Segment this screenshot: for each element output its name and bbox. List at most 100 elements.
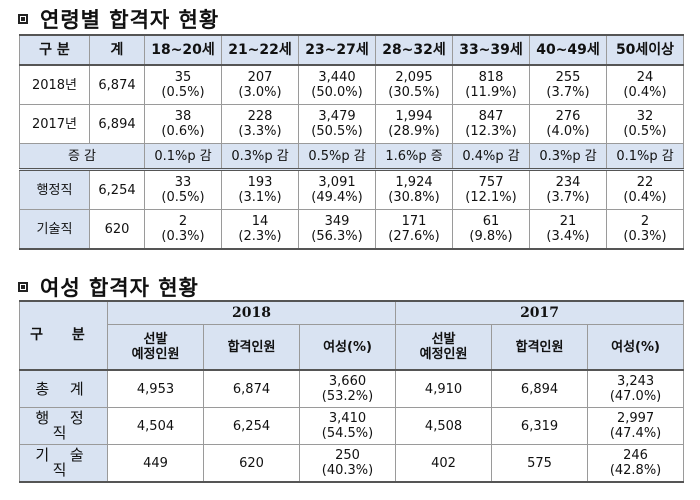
row-label: 행정직 [19, 168, 90, 210]
table-cell: 171 (27.6%) [375, 209, 453, 250]
table-row: 행 정 직 4,504 6,254 3,410 (54.5%) 4,508 6,… [19, 407, 685, 445]
women-table: 구 분 2018 2017 선발 예정인원 합격인원 여성(%) 선발 예정인원… [19, 300, 685, 483]
change-cell: 0.5%p 감 [298, 143, 376, 170]
change-cell: 0.1%p 감 [144, 143, 222, 170]
row-label: 2018년 [19, 64, 90, 105]
year-header-row: 구 분 2018 2017 [19, 300, 685, 371]
square-bullet-icon [18, 14, 28, 24]
table-cell: 2 (0.3%) [606, 209, 684, 250]
section-title-women: 여성 합격자 현황 [18, 272, 199, 302]
table-cell: 4,504 [107, 407, 204, 445]
table-cell: 193 (3.1%) [221, 168, 299, 210]
section-title-age: 연령별 합격자 현황 [18, 4, 219, 34]
row-label: 총 계 [19, 369, 108, 408]
table-cell: 847 (12.3%) [452, 104, 530, 144]
header-cell: 구 분 [19, 34, 90, 66]
section-title-text: 연령별 합격자 현황 [40, 8, 220, 32]
table-header-row: 구 분 계 18~20세 21~22세 23~27세 28~32세 33~39세… [19, 34, 684, 66]
table-cell: 38 (0.6%) [144, 104, 222, 144]
table-cell: 2 (0.3%) [144, 209, 222, 250]
table-row: 행정직 6,254 33 (0.5%) 193 (3.1%) 3,091 (49… [19, 168, 684, 210]
table-cell: 6,254 [203, 407, 300, 445]
table-cell: 228 (3.3%) [221, 104, 299, 144]
table-cell: 22 (0.4%) [606, 168, 684, 210]
table-cell: 255 (3.7%) [529, 64, 607, 105]
table-row: 2017년 6,894 38 (0.6%) 228 (3.3%) 3,479 (… [19, 104, 684, 144]
table-cell: 575 [491, 444, 589, 483]
sub-header: 여성(%) [587, 324, 685, 371]
header-cell: 18~20세 [144, 34, 222, 66]
table-cell: 6,874 [203, 369, 300, 408]
table-cell: 349 (56.3%) [298, 209, 376, 250]
change-cell: 0.3%p 감 [529, 143, 607, 170]
table-cell: 276 (4.0%) [529, 104, 607, 144]
table-cell: 3,243 (47.0%) [587, 369, 685, 408]
table-cell: 6,894 [491, 369, 589, 408]
table-cell: 32 (0.5%) [606, 104, 684, 144]
table-cell: 14 (2.3%) [221, 209, 299, 250]
table-cell: 3,660 (53.2%) [298, 369, 397, 408]
table-cell: 24 (0.4%) [606, 64, 684, 105]
table-cell: 757 (12.1%) [452, 168, 530, 210]
square-bullet-icon [18, 282, 28, 292]
row-total: 620 [89, 209, 145, 250]
table-cell: 620 [203, 444, 300, 483]
header-label: 구 분 [19, 300, 108, 371]
table-cell: 246 (42.8%) [587, 444, 685, 483]
table-cell: 1,994 (28.9%) [375, 104, 453, 144]
row-label: 기 술 직 [19, 444, 108, 483]
table-cell: 1,924 (30.8%) [375, 168, 453, 210]
change-label: 증 감 [19, 143, 145, 170]
table-row: 기 술 직 449 620 250 (40.3%) 402 575 246 (4… [19, 444, 685, 483]
change-cell: 0.4%p 감 [452, 143, 530, 170]
table-cell: 449 [107, 444, 204, 483]
table-row: 총 계 4,953 6,874 3,660 (53.2%) 4,910 6,89… [19, 369, 685, 408]
row-total: 6,254 [89, 168, 145, 210]
table-cell: 3,410 (54.5%) [298, 407, 397, 445]
header-cell: 28~32세 [375, 34, 453, 66]
sub-header: 선발 예정인원 [107, 324, 204, 371]
table-row: 2018년 6,874 35 (0.5%) 207 (3.0%) 3,440 (… [19, 64, 684, 105]
change-cell: 0.3%p 감 [221, 143, 299, 170]
table-cell: 61 (9.8%) [452, 209, 530, 250]
table-cell: 2,997 (47.4%) [587, 407, 685, 445]
table-cell: 818 (11.9%) [452, 64, 530, 105]
sub-header: 여성(%) [298, 324, 397, 371]
header-cell: 21~22세 [221, 34, 299, 66]
table-cell: 4,953 [107, 369, 204, 408]
year-header: 2018 [106, 300, 397, 325]
table-cell: 234 (3.7%) [529, 168, 607, 210]
change-cell: 0.1%p 감 [606, 143, 684, 170]
row-label: 행 정 직 [19, 407, 108, 445]
change-cell: 1.6%p 증 [375, 143, 453, 170]
table-cell: 2,095 (30.5%) [375, 64, 453, 105]
header-cell: 23~27세 [298, 34, 376, 66]
sub-header: 합격인원 [203, 324, 300, 371]
row-total: 6,874 [89, 64, 145, 105]
header-cell: 계 [89, 34, 145, 66]
header-cell: 33~39세 [452, 34, 530, 66]
row-label: 기술직 [19, 209, 90, 250]
age-table: 구 분 계 18~20세 21~22세 23~27세 28~32세 33~39세… [19, 34, 684, 250]
table-cell: 4,508 [395, 407, 493, 445]
table-cell: 4,910 [395, 369, 493, 408]
table-cell: 35 (0.5%) [144, 64, 222, 105]
table-cell: 21 (3.4%) [529, 209, 607, 250]
year-header: 2017 [395, 300, 685, 325]
header-cell: 50세이상 [606, 34, 684, 66]
table-cell: 3,479 (50.5%) [298, 104, 376, 144]
section-title-text: 여성 합격자 현황 [40, 276, 199, 300]
table-cell: 3,440 (50.0%) [298, 64, 376, 105]
table-row: 기술직 620 2 (0.3%) 14 (2.3%) 349 (56.3%) 1… [19, 209, 684, 250]
table-cell: 6,319 [491, 407, 589, 445]
sub-header: 합격인원 [491, 324, 589, 371]
sub-header-row: 선발 예정인원 합격인원 여성(%) 선발 예정인원 합격인원 여성(%) [20, 324, 685, 371]
header-cell: 40~49세 [529, 34, 607, 66]
table-cell: 207 (3.0%) [221, 64, 299, 105]
table-cell: 250 (40.3%) [298, 444, 397, 483]
table-cell: 33 (0.5%) [144, 168, 222, 210]
row-label: 2017년 [19, 104, 90, 144]
row-total: 6,894 [89, 104, 145, 144]
change-row: 증 감 0.1%p 감 0.3%p 감 0.5%p 감 1.6%p 증 0.4%… [19, 143, 684, 170]
table-cell: 3,091 (49.4%) [298, 168, 376, 210]
